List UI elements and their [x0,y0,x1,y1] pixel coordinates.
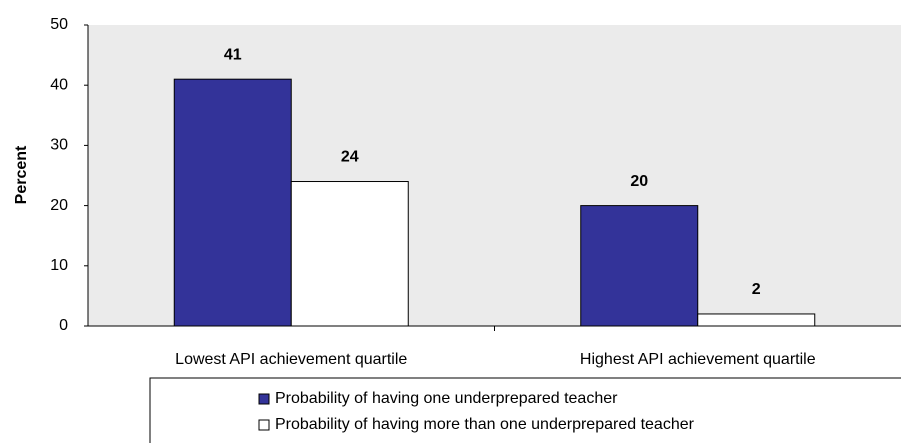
y-axis-label: Percent [13,145,30,204]
y-tick-label: 10 [50,257,68,274]
y-tick-label: 50 [50,16,68,33]
y-tick-label: 30 [50,137,68,154]
x-tick-label: Highest API achievement quartile [580,351,816,368]
legend-label: Probability of having more than one unde… [275,416,695,433]
bar [290,181,409,327]
data-label: 20 [630,173,648,190]
bar [697,313,816,327]
legend-swatch [258,419,270,431]
y-tick-label: 20 [50,197,68,214]
data-label: 2 [752,281,761,298]
bar [580,205,699,327]
data-label: 41 [224,46,242,63]
legend-label: Probability of having one underprepared … [275,390,618,407]
legend-box [149,377,901,443]
data-label: 24 [341,149,359,166]
bar [173,78,292,327]
legend-swatch [258,393,270,405]
y-tick-label: 0 [59,317,68,334]
x-tick-label: Lowest API achievement quartile [175,351,407,368]
y-tick-label: 40 [50,76,68,93]
